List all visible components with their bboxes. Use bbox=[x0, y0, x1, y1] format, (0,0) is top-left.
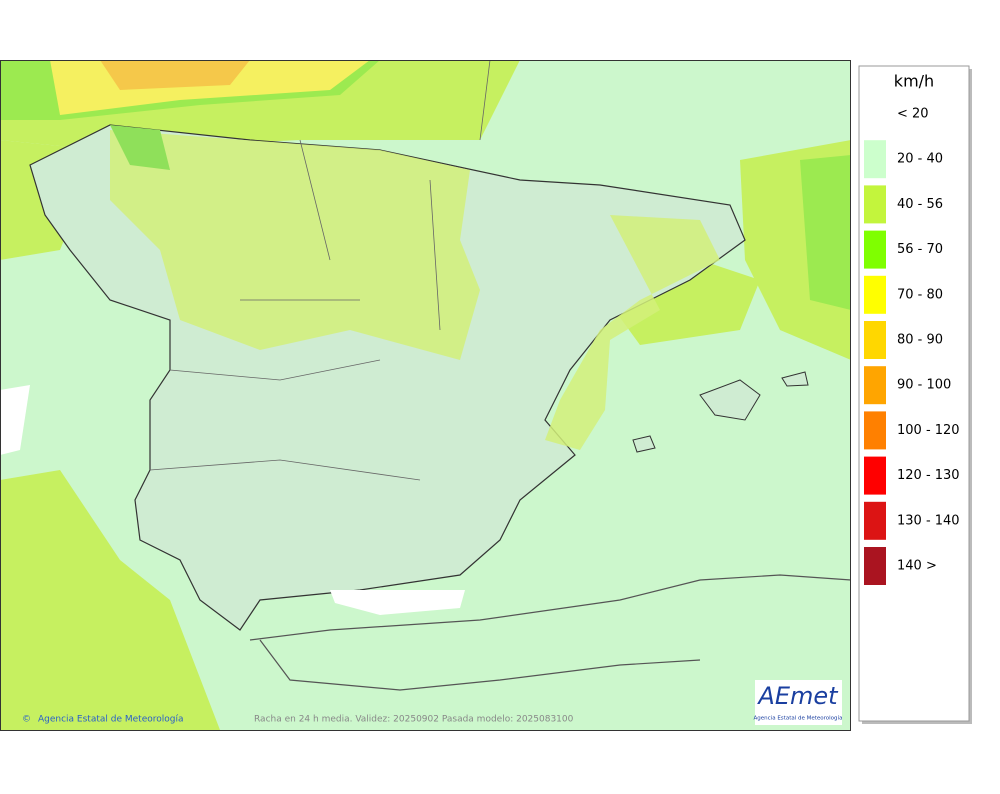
no-data bbox=[0, 385, 30, 455]
zone-56-70 bbox=[110, 125, 170, 170]
africa-coast bbox=[249, 574, 852, 691]
island bbox=[632, 435, 656, 453]
legend-title: km/h bbox=[894, 72, 934, 91]
legend-swatch bbox=[864, 456, 886, 495]
legend-swatch bbox=[864, 501, 886, 540]
legend-label: 80 - 90 bbox=[897, 333, 943, 348]
legend-label: 120 - 130 bbox=[897, 468, 960, 483]
zone-56-70 bbox=[800, 155, 851, 310]
map: © Agencia Estatal de Meteorología Racha … bbox=[0, 59, 852, 731]
zone-40-56 bbox=[110, 130, 480, 360]
legend-label: 40 - 56 bbox=[897, 197, 943, 212]
legend-label: 70 - 80 bbox=[897, 287, 943, 302]
legend-swatch bbox=[864, 411, 886, 450]
legend-label: 130 - 140 bbox=[897, 513, 960, 528]
caption: Racha en 24 h media. Validez: 20250902 P… bbox=[254, 715, 574, 725]
legend-label: < 20 bbox=[897, 107, 929, 122]
credit: Agencia Estatal de Meteorología bbox=[38, 715, 184, 725]
legend-label: 100 - 120 bbox=[897, 423, 960, 438]
legend-label: 20 - 40 bbox=[897, 152, 943, 167]
island bbox=[781, 371, 809, 387]
logo-subtitle: Agencia Estatal de Meteorología bbox=[754, 715, 843, 722]
legend-label: 140 > bbox=[897, 559, 937, 574]
island bbox=[699, 379, 761, 421]
legend-swatch bbox=[864, 185, 886, 224]
zone-40-56 bbox=[0, 470, 220, 731]
legend-swatch bbox=[864, 547, 886, 585]
zone-40-56 bbox=[545, 215, 720, 450]
legend-swatch bbox=[864, 140, 886, 179]
zone-80-90 bbox=[100, 60, 250, 90]
legend-label: 56 - 70 bbox=[897, 242, 943, 257]
logo: AEmet bbox=[756, 682, 839, 710]
no-data bbox=[330, 590, 465, 615]
legend: km/h < 20 20 - 40 40 - 56 56 - 70 70 - 80 80 … bbox=[858, 65, 972, 724]
borders bbox=[149, 59, 491, 481]
legend-swatch bbox=[864, 230, 886, 269]
map-frame bbox=[0, 60, 851, 731]
legend-swatch bbox=[864, 275, 886, 314]
credit-icon: © bbox=[22, 715, 31, 725]
legend-swatch bbox=[864, 366, 886, 405]
legend-swatch bbox=[864, 321, 886, 359]
logo-box bbox=[755, 680, 842, 725]
legend-label: 90 - 100 bbox=[897, 378, 951, 393]
